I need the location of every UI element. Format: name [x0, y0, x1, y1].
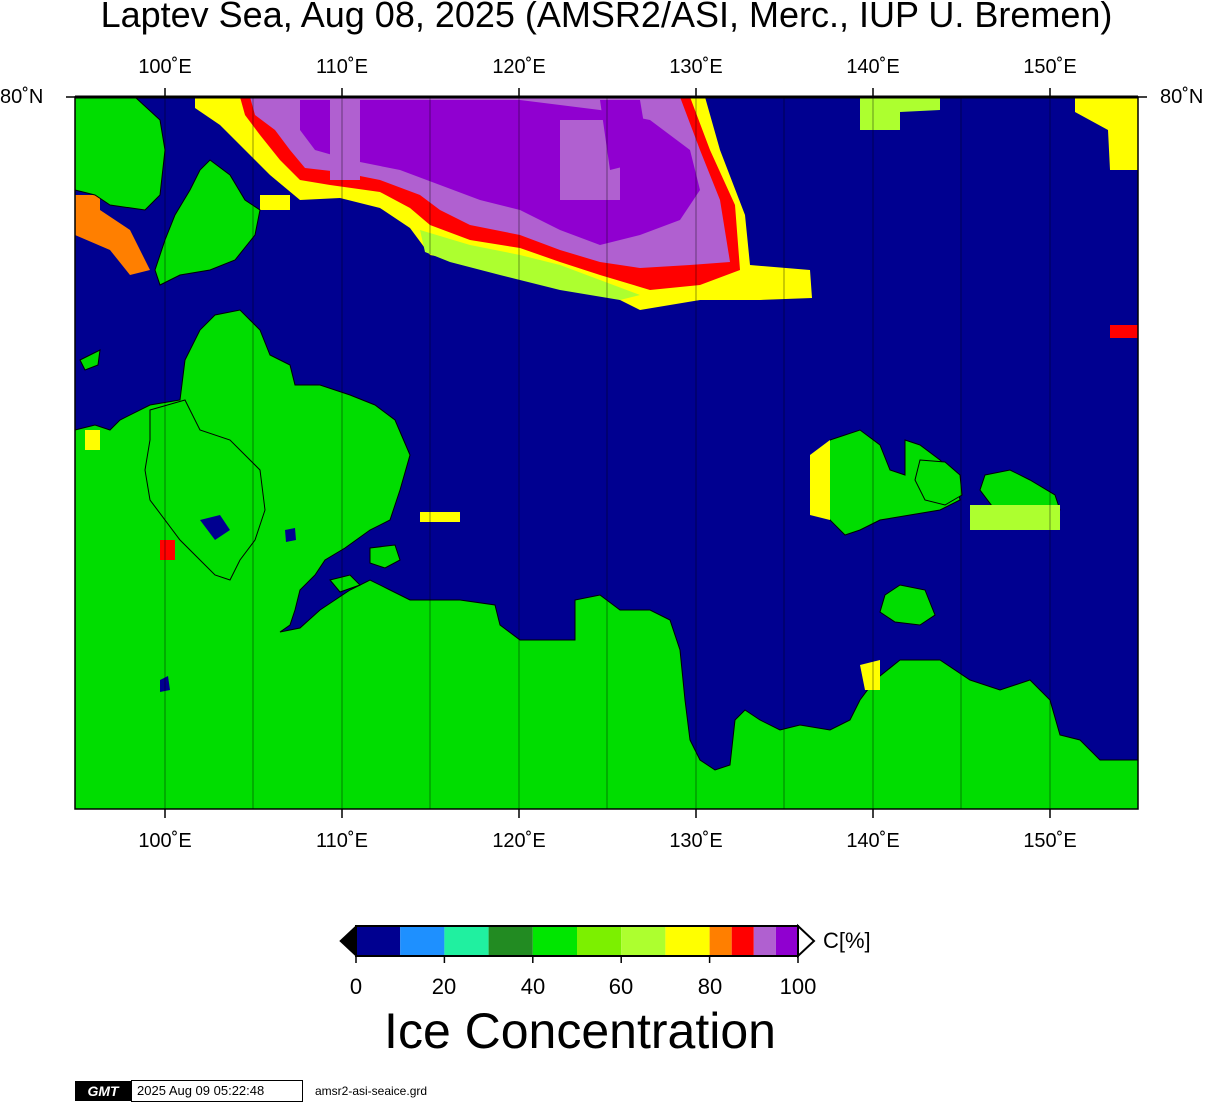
lat-label-left: 80˚N: [0, 86, 44, 108]
lon-label-bottom: 100˚E: [138, 830, 192, 852]
timestamp: 2025 Aug 09 05:22:48: [131, 1080, 303, 1102]
colorbar-segment: [709, 926, 732, 956]
land-small-isle-2: [369, 544, 401, 569]
inland-water: [160, 515, 296, 692]
colorbar-segment: [753, 926, 776, 956]
colorbar-tick-label: 20: [431, 974, 457, 999]
colorbar: [339, 923, 816, 963]
colorbar-title: Ice Concentration: [384, 1003, 776, 1059]
colorbar-under-triangle: [339, 924, 357, 958]
land-nw-corner: [74, 96, 166, 211]
colorbar-segment: [400, 926, 445, 956]
land-severnaya-zemlya: [154, 159, 261, 286]
sea-ice-north: [75, 97, 1138, 338]
colorbar-segment: [532, 926, 577, 956]
lon-label-top: 140˚E: [846, 56, 900, 78]
lon-label-bottom: 140˚E: [846, 830, 900, 852]
colorbar-tick-label: 100: [779, 974, 817, 999]
colorbar-segment: [731, 926, 754, 956]
lon-label-bottom: 150˚E: [1023, 830, 1077, 852]
lon-label-bottom: 120˚E: [492, 830, 546, 852]
lon-label-top: 120˚E: [492, 56, 546, 78]
lon-label-bottom: 130˚E: [669, 830, 723, 852]
colorbar-segment: [775, 926, 798, 956]
land-new-siberia-1: [914, 459, 963, 506]
axis-ticks: [66, 88, 1147, 818]
lon-label-bottom: 110˚E: [316, 830, 368, 852]
land-small-isle-nw: [79, 349, 101, 371]
map-title: Laptev Sea, Aug 08, 2025 (AMSR2/ASI, Mer…: [100, 0, 1113, 35]
lon-label-top: 110˚E: [316, 56, 368, 78]
colorbar-tick-label: 60: [608, 974, 634, 999]
gmt-logo: GMT: [75, 1081, 131, 1101]
colorbar-segment: [621, 926, 666, 956]
land-small-isle-1: [879, 584, 936, 626]
lon-label-top: 150˚E: [1023, 56, 1077, 78]
colorbar-segment: [444, 926, 489, 956]
colorbar-segment: [356, 926, 401, 956]
coastal-ice: [85, 430, 1060, 690]
lon-label-top: 100˚E: [138, 56, 192, 78]
colorbar-tick-label: 80: [697, 974, 723, 999]
lon-label-top: 130˚E: [669, 56, 723, 78]
colorbar-over-triangle: [797, 923, 816, 959]
graticule: [164, 97, 1051, 809]
colorbar-unit: C[%]: [823, 928, 871, 953]
colorbar-tick-label: 0: [349, 974, 363, 999]
colorbar-segment: [577, 926, 622, 956]
land-peninsula-east: [144, 399, 266, 581]
grid-filename: amsr2-asi-seaice.grd: [315, 1084, 428, 1098]
colorbar-segment: [665, 926, 710, 956]
gmt-footer: GMT 2025 Aug 09 05:22:48 amsr2-asi-seaic…: [75, 1080, 427, 1102]
colorbar-segment: [488, 926, 533, 956]
colorbar-tick-label: 40: [520, 974, 546, 999]
lat-label-right: 80˚N: [1160, 86, 1204, 108]
land-small-isle-3: [329, 574, 361, 593]
